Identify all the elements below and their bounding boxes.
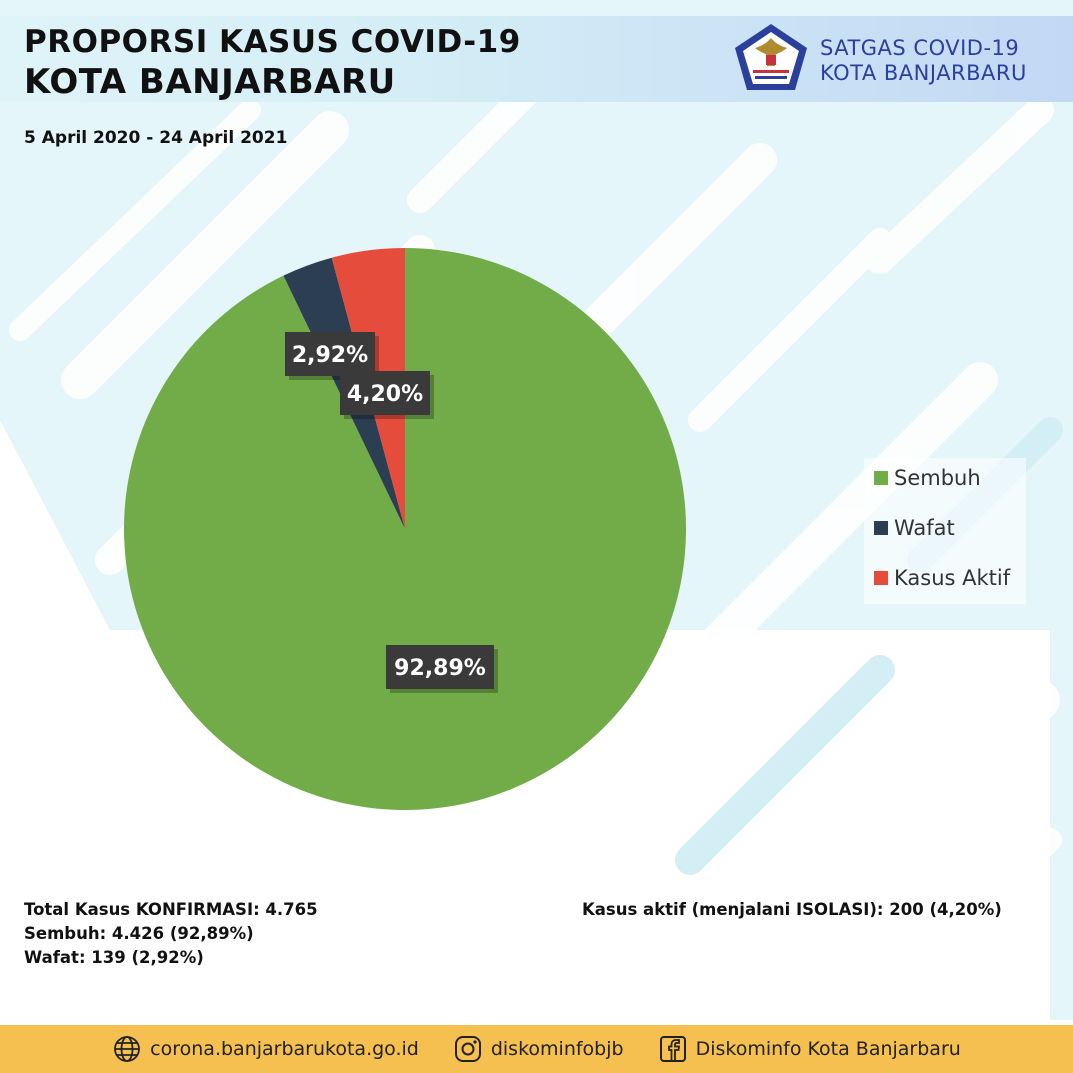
- stat-sembuh: Sembuh: 4.426 (92,89%): [24, 924, 254, 943]
- organization-name: SATGAS COVID-19 KOTA BANJARBARU: [820, 36, 1027, 86]
- footer-instagram-link[interactable]: diskominfobjb: [453, 1034, 624, 1064]
- footer-website-link[interactable]: corona.banjarbarukota.go.id: [112, 1034, 419, 1064]
- org-line-1: SATGAS COVID-19: [820, 36, 1020, 60]
- data-label-wafat: 2,92%: [285, 332, 379, 380]
- instagram-icon: [454, 1036, 481, 1062]
- date-range: 5 April 2020 - 24 April 2021: [24, 128, 288, 148]
- globe-icon: [114, 1036, 141, 1062]
- data-label-kasus-aktif: 4,20%: [340, 371, 434, 419]
- footer-bar: corona.banjarbarukota.go.id diskominfobj…: [0, 1025, 1073, 1073]
- data-label-sembuh: 92,89%: [386, 645, 498, 693]
- footer-instagram-text: diskominfobjb: [490, 1038, 624, 1060]
- facebook-icon: [659, 1036, 686, 1062]
- legend-item-sembuh: Sembuh: [874, 466, 981, 490]
- stat-kasus-aktif: Kasus aktif (menjalani ISOLASI): 200 (4,…: [582, 900, 1002, 919]
- footer-facebook-text: Diskominfo Kota Banjarbaru: [695, 1038, 961, 1060]
- legend-item-kasus-aktif: Kasus Aktif: [874, 566, 1010, 590]
- footer-facebook-link[interactable]: Diskominfo Kota Banjarbaru: [658, 1034, 961, 1064]
- page-title: PROPORSI KASUS COVID-19: [24, 24, 521, 60]
- legend-swatch-kasus-aktif: [874, 571, 888, 585]
- legend-label-sembuh: Sembuh: [894, 466, 981, 490]
- garuda-emblem-icon: [735, 24, 807, 90]
- legend-swatch-sembuh: [874, 471, 888, 485]
- stats-summary: Total Kasus KONFIRMASI: 4.765 Sembuh: 4.…: [24, 898, 318, 970]
- pie-slice-sembuh: [123, 248, 686, 810]
- legend-label-wafat: Wafat: [894, 516, 955, 540]
- org-line-2: KOTA BANJARBARU: [820, 61, 1027, 85]
- svg-text:92,89%: 92,89%: [394, 656, 486, 681]
- stat-total: Total Kasus KONFIRMASI: 4.765: [24, 900, 318, 919]
- page-subtitle: KOTA BANJARBARU: [24, 62, 396, 102]
- stat-wafat: Wafat: 139 (2,92%): [24, 948, 204, 967]
- legend-swatch-wafat: [874, 521, 888, 535]
- legend-item-wafat: Wafat: [874, 516, 955, 540]
- legend-label-kasus-aktif: Kasus Aktif: [894, 566, 1011, 590]
- svg-text:2,92%: 2,92%: [292, 343, 368, 368]
- header-band: [0, 16, 1073, 102]
- svg-text:4,20%: 4,20%: [347, 382, 423, 407]
- chart-legend: Sembuh Wafat Kasus Aktif: [864, 458, 1026, 604]
- footer-website-text: corona.banjarbarukota.go.id: [150, 1038, 419, 1060]
